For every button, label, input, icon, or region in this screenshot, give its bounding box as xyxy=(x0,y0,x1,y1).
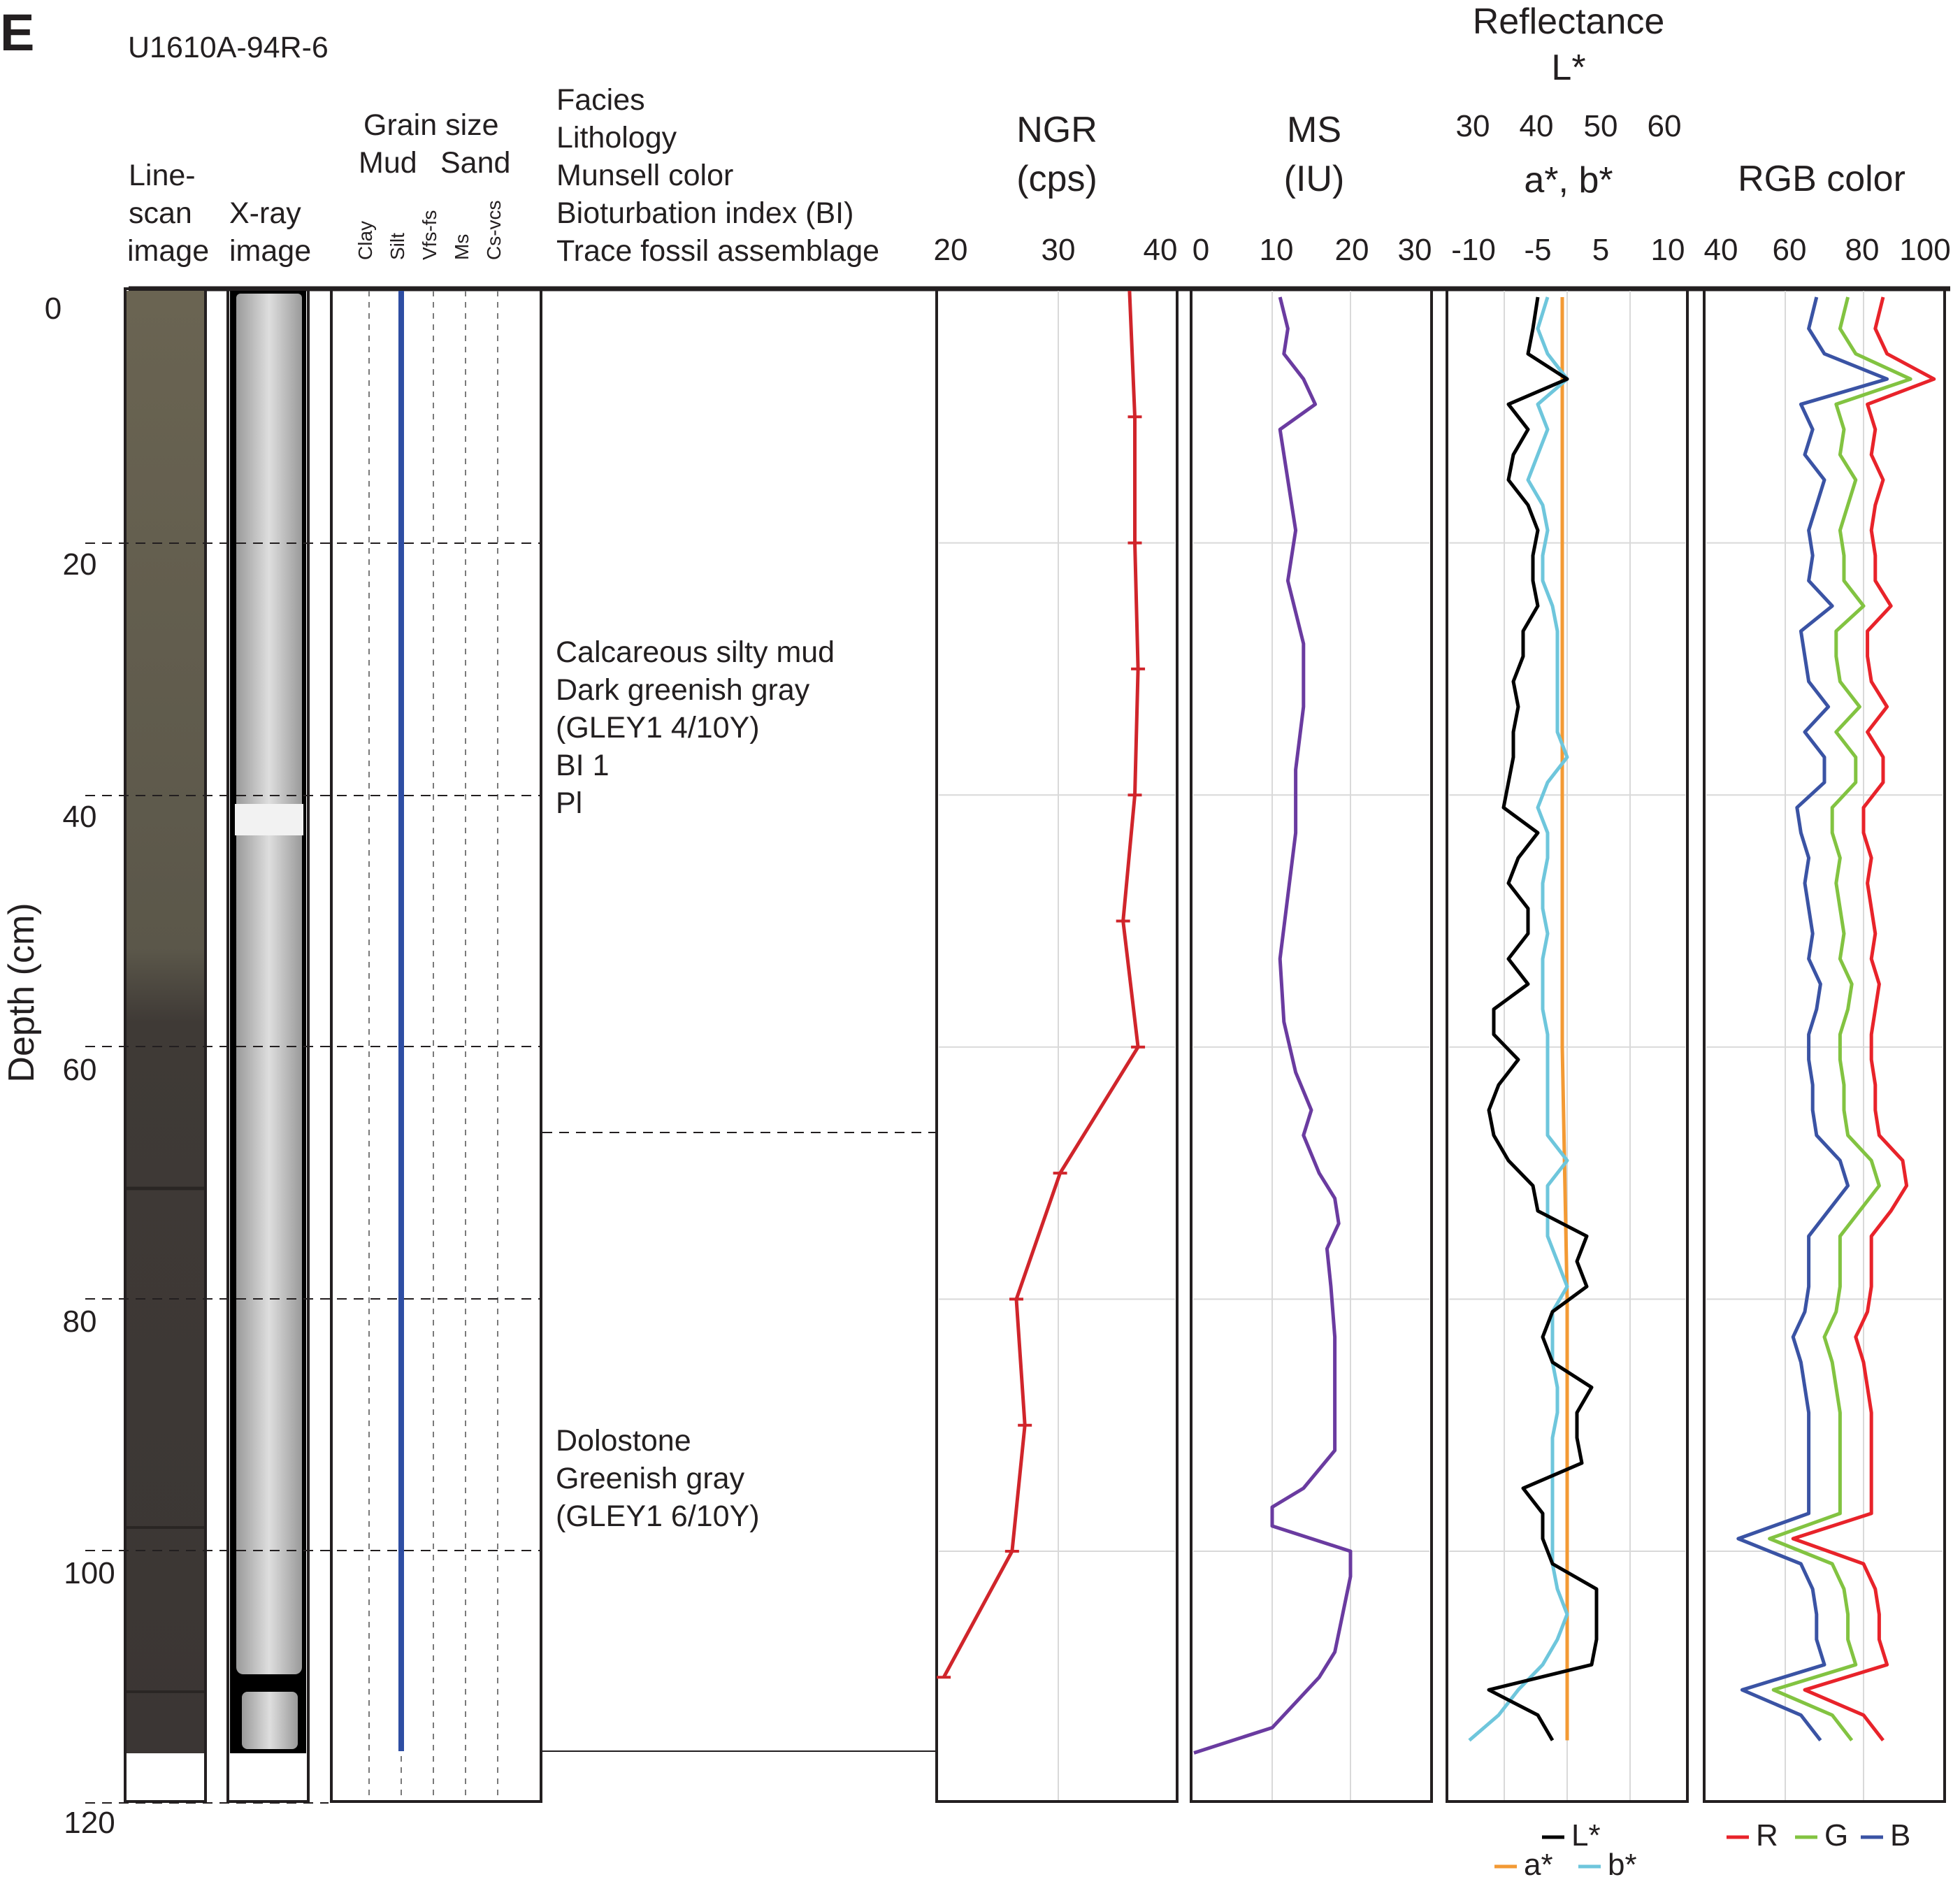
svg-text:(cps): (cps) xyxy=(1016,159,1097,199)
ab-tick: -10 xyxy=(1451,233,1496,267)
ms-panel: MS (IU) 0 10 20 30 xyxy=(1190,110,1433,1803)
ngr-panel: NGR (cps) 20 30 40 xyxy=(934,110,1179,1803)
svg-text:B: B xyxy=(1890,1818,1910,1853)
depth-axis-label: Depth (cm) xyxy=(1,903,42,1082)
svg-text:(GLEY1 6/10Y): (GLEY1 6/10Y) xyxy=(556,1500,760,1533)
ngr-tick: 20 xyxy=(934,233,968,267)
svg-text:R: R xyxy=(1756,1818,1778,1853)
ms-line xyxy=(1193,296,1353,1755)
grain-size-column xyxy=(330,287,542,1803)
svg-text:MS: MS xyxy=(1287,110,1341,150)
ngr-tick: 40 xyxy=(1144,233,1178,267)
svg-text:BI 1: BI 1 xyxy=(556,749,610,782)
lstar-line xyxy=(1487,296,1599,1741)
lstar-tick: 30 xyxy=(1456,109,1490,143)
svg-text:L*: L* xyxy=(1571,1818,1601,1853)
svg-text:b*: b* xyxy=(1608,1848,1637,1882)
svg-text:L*: L* xyxy=(1551,48,1585,88)
bstar-line xyxy=(1468,296,1569,1742)
svg-text:a*, b*: a*, b* xyxy=(1524,160,1613,201)
ms-tick: 30 xyxy=(1398,233,1432,267)
unit-1-description: Calcareous silty mud Dark greenish gray … xyxy=(556,635,835,820)
rgb-tick: 100 xyxy=(1899,233,1950,267)
rgb-legend: R G B xyxy=(1727,1818,1910,1853)
ms-tick: 10 xyxy=(1260,233,1294,267)
svg-text:NGR: NGR xyxy=(1016,110,1097,150)
xray-image xyxy=(226,287,310,1803)
ms-tick: 0 xyxy=(1192,233,1209,267)
rgb-tick: 60 xyxy=(1773,233,1807,267)
svg-text:Sand: Sand xyxy=(440,146,510,180)
gs-class-vfs: Vfs-fs xyxy=(419,210,440,260)
svg-text:40: 40 xyxy=(63,800,97,834)
gs-class-silt: Silt xyxy=(387,233,408,260)
svg-text:Reflectance: Reflectance xyxy=(1473,1,1665,42)
svg-text:image: image xyxy=(229,234,311,268)
svg-text:Bioturbation index (BI): Bioturbation index (BI) xyxy=(556,196,853,230)
g-line xyxy=(1768,296,1912,1742)
linescan-image xyxy=(124,287,207,1803)
lstar-tick: 50 xyxy=(1584,109,1618,143)
rgb-tick: 40 xyxy=(1704,233,1738,267)
svg-text:(GLEY1 4/10Y): (GLEY1 4/10Y) xyxy=(556,711,760,745)
svg-text:20: 20 xyxy=(63,547,97,582)
svg-text:scan: scan xyxy=(129,196,192,230)
svg-text:RGB color: RGB color xyxy=(1738,159,1905,199)
rgb-panel: RGB color 40 60 80 100 R G B xyxy=(1703,159,1951,1853)
lstar-tick: 60 xyxy=(1648,109,1682,143)
panel-letter: E xyxy=(0,3,34,62)
unit-2-description: Dolostone Greenish gray (GLEY1 6/10Y) xyxy=(556,1424,760,1533)
svg-text:a*: a* xyxy=(1524,1848,1553,1882)
ab-tick: -5 xyxy=(1524,233,1551,267)
r-line xyxy=(1791,296,1936,1742)
ngr-line xyxy=(942,290,1140,1678)
svg-text:Facies: Facies xyxy=(556,83,645,117)
svg-text:100: 100 xyxy=(64,1556,115,1590)
svg-text:Munsell color: Munsell color xyxy=(556,159,733,192)
svg-text:G: G xyxy=(1824,1818,1848,1853)
svg-text:Trace fossil assemblage: Trace fossil assemblage xyxy=(556,234,879,268)
rgb-tick: 80 xyxy=(1845,233,1880,267)
ab-tick: 10 xyxy=(1651,233,1685,267)
description-header: Facies Lithology Munsell color Bioturbat… xyxy=(556,83,879,268)
depth-markers xyxy=(85,542,937,1804)
svg-text:Line-: Line- xyxy=(129,159,196,192)
xray-header: X-ray image xyxy=(229,196,311,268)
b-line xyxy=(1736,296,1889,1742)
ms-tick: 20 xyxy=(1335,233,1369,267)
svg-text:0: 0 xyxy=(45,292,62,326)
core-id: U1610A-94R-6 xyxy=(128,31,329,64)
svg-text:Greenish gray: Greenish gray xyxy=(556,1462,745,1495)
svg-text:image: image xyxy=(127,234,209,268)
svg-text:Calcareous silty mud: Calcareous silty mud xyxy=(556,635,835,669)
lstar-tick: 40 xyxy=(1520,109,1554,143)
svg-text:Lithology: Lithology xyxy=(556,121,677,154)
reflectance-legend: L* a* b* xyxy=(1494,1818,1637,1882)
gs-class-ms: Ms xyxy=(451,234,473,260)
depth-ticks: 0 20 40 60 80 100 120 xyxy=(45,292,115,1840)
linescan-header: Line- scan image xyxy=(127,159,209,268)
reflectance-panel: Reflectance L* 30 40 50 60 a*, b* -10 -5… xyxy=(1446,1,1689,1882)
gs-class-cs: Cs-vcs xyxy=(483,200,505,260)
astar-line xyxy=(1560,297,1569,1741)
svg-text:X-ray: X-ray xyxy=(229,196,301,230)
ab-tick: 5 xyxy=(1592,233,1609,267)
gs-class-clay: Clay xyxy=(354,221,376,260)
svg-text:80: 80 xyxy=(63,1304,97,1339)
svg-text:60: 60 xyxy=(63,1053,97,1087)
svg-text:Mud: Mud xyxy=(359,146,417,180)
svg-text:(IU): (IU) xyxy=(1284,159,1345,199)
grain-size-header: Grain size Mud Sand Clay Silt Vfs-fs Ms … xyxy=(354,108,510,260)
svg-text:Pl: Pl xyxy=(556,786,582,820)
svg-text:Grain size: Grain size xyxy=(363,108,499,142)
ngr-tick: 30 xyxy=(1042,233,1076,267)
svg-text:Dolostone: Dolostone xyxy=(556,1424,691,1458)
svg-text:Dark greenish gray: Dark greenish gray xyxy=(556,673,810,707)
svg-text:120: 120 xyxy=(64,1806,115,1840)
